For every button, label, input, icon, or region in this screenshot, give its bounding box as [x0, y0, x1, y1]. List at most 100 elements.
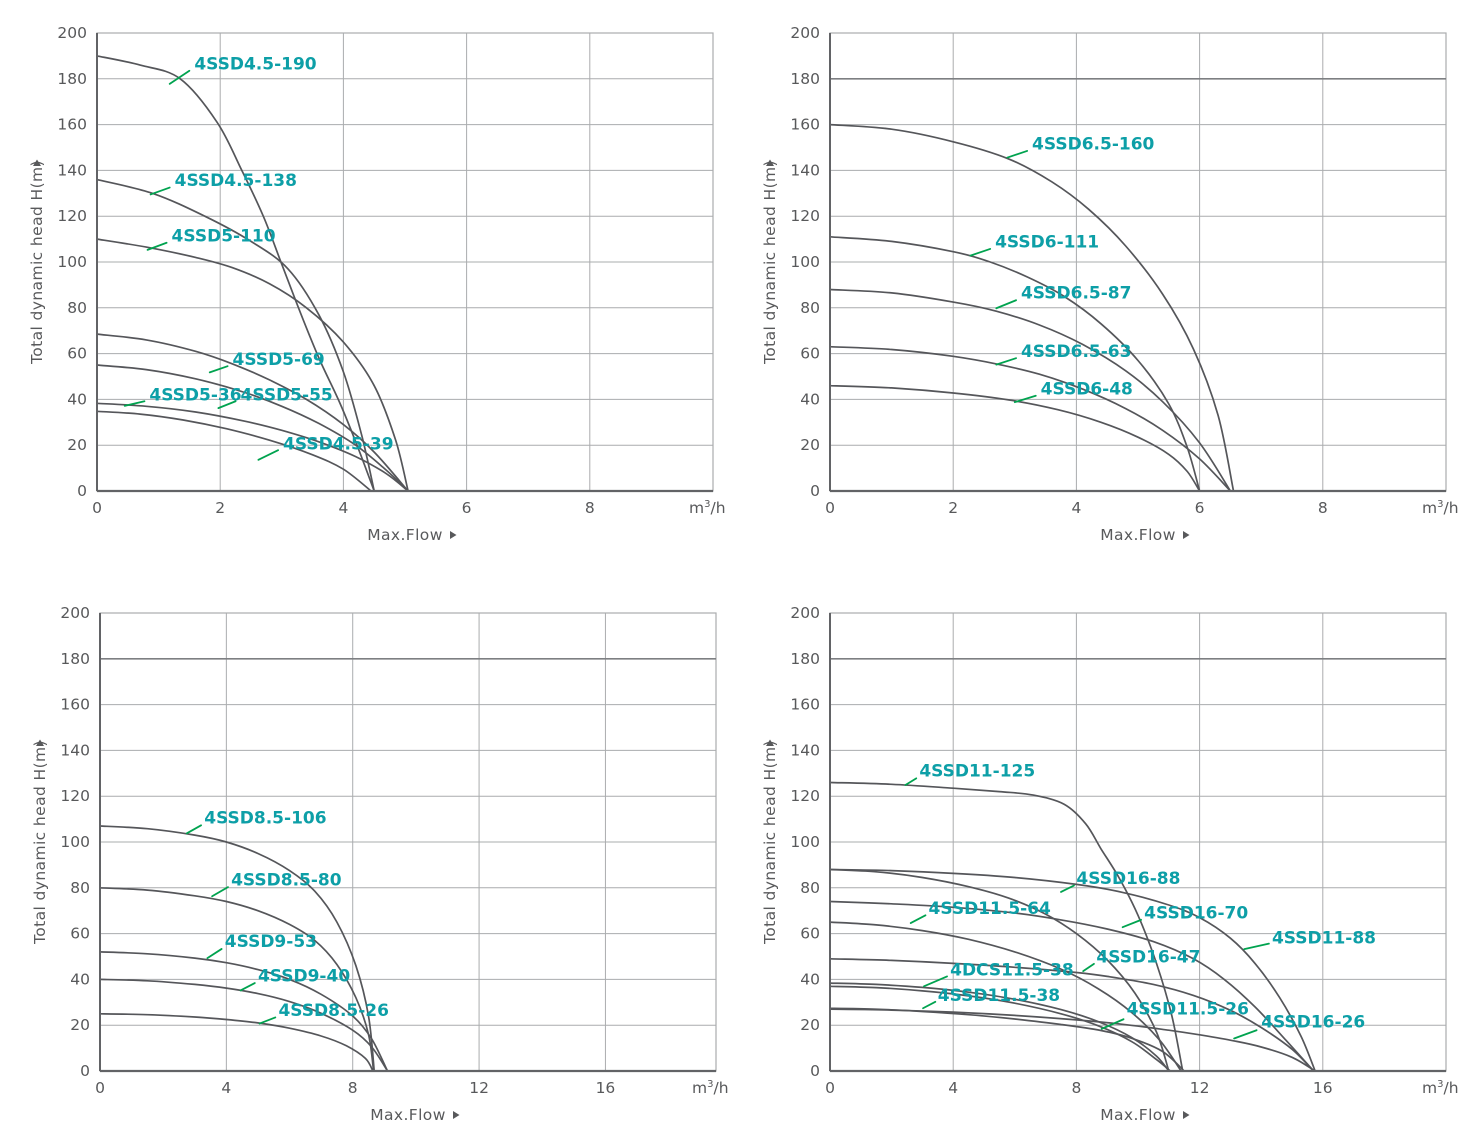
y-axis-title: Total dynamic head H(m) [28, 160, 46, 365]
pump-curves [829, 123, 1235, 492]
leader-4SSD6.5-87 [995, 299, 1017, 310]
y-tick-160: 160 [57, 116, 87, 134]
x-tick-4: 4 [1071, 499, 1081, 517]
y-tick-120: 120 [790, 787, 820, 805]
x-axis-unit: m3/h [1422, 499, 1459, 517]
x-tick-8: 8 [348, 1079, 358, 1097]
x-axis-arrow-icon [1183, 531, 1190, 539]
leader-4SSD9-53 [206, 948, 223, 960]
y-tick-100: 100 [57, 253, 87, 271]
leader-4SSD16-47 [1082, 962, 1095, 973]
curve-4SSD5-69 [96, 333, 409, 492]
y-tick-60: 60 [800, 925, 820, 943]
y-tick-40: 40 [800, 970, 820, 988]
y-tick-200: 200 [790, 24, 820, 42]
curve-labels: 4SSD11-125 4SSD16-88 4SSD11.5-64 4SSD16-70 4… [904, 762, 1376, 1040]
curve-4DCS11.5-38 [829, 982, 1170, 1072]
leader-4SSD6.5-63 [995, 357, 1017, 366]
curve-label-4SSD5-110: 4SSD5-110 [172, 226, 276, 246]
y-axis-title-group: Total dynamic head H(m) [761, 739, 779, 945]
curve-4SSD11-88 [829, 868, 1170, 1072]
leader-4SSD8.5-80 [211, 886, 229, 898]
x-tick-2: 2 [948, 499, 958, 517]
x-tick-8: 8 [585, 499, 595, 517]
curve-label-4SSD4.5-39: 4SSD4.5-39 [283, 435, 394, 455]
y-tick-200: 200 [790, 604, 820, 622]
curve-4SSD6-48 [829, 384, 1201, 492]
x-tick-8: 8 [1318, 499, 1328, 517]
gridlines [830, 613, 1446, 1071]
x-tick-0: 0 [92, 499, 102, 517]
y-tick-100: 100 [790, 253, 820, 271]
curve-4SSD5-36 [96, 402, 409, 492]
curve-label-4SSD4.5-190: 4SSD4.5-190 [194, 54, 316, 74]
curve-label-4SSD16-47: 4SSD16-47 [1096, 947, 1200, 967]
y-tick-120: 120 [57, 207, 87, 225]
y-tick-160: 160 [60, 696, 90, 714]
y-tick-160: 160 [790, 696, 820, 714]
y-axis-arrow-icon [766, 159, 774, 166]
leader-4SSD6-48 [1013, 394, 1037, 404]
chart-quadrant-4ssd11-16: 4SSD11-125 4SSD16-88 4SSD11.5-64 4SSD16-70 4… [740, 580, 1479, 1146]
y-axis-title: Total dynamic head H(m) [761, 740, 779, 945]
y-tick-140: 140 [790, 741, 820, 759]
y-tick-200: 200 [60, 604, 90, 622]
leader-4SSD8.5-106 [185, 824, 202, 835]
y-axis-title: Total dynamic head H(m) [761, 160, 779, 365]
y-tick-20: 20 [800, 436, 820, 454]
y-axis-arrow-icon [36, 739, 44, 746]
pump-curve-chart-2: 4SSD6.5-160 4SSD6-111 4SSD6.5-87 4SSD6.5-63… [761, 24, 1459, 544]
x-tick-12: 12 [1190, 1079, 1210, 1097]
y-tick-60: 60 [70, 925, 90, 943]
x-axis-arrow-icon [1183, 1111, 1190, 1119]
curve-4SSD6.5-63 [829, 345, 1232, 492]
curve-label-4SSD5-69: 4SSD5-69 [233, 350, 325, 370]
pump-curves [829, 781, 1316, 1072]
y-tick-140: 140 [57, 161, 87, 179]
x-tick-6: 6 [462, 499, 472, 517]
curve-label-4SSD6.5-87: 4SSD6.5-87 [1021, 283, 1132, 303]
leader-4SSD11.5-64 [909, 914, 927, 924]
pump-curves [99, 825, 389, 1072]
x-tick-16: 16 [1313, 1079, 1333, 1097]
y-axis-arrow-icon [766, 739, 774, 746]
curve-4SSD9-53 [99, 951, 389, 1072]
y-tick-60: 60 [800, 345, 820, 363]
y-tick-60: 60 [67, 345, 87, 363]
curve-label-4SSD6.5-63: 4SSD6.5-63 [1021, 342, 1132, 362]
leader-4SSD11.5-26 [1100, 1018, 1125, 1030]
curve-label-4SSD4.5-138: 4SSD4.5-138 [175, 171, 297, 191]
x-tick-4: 4 [338, 499, 348, 517]
curve-4SSD8.5-80 [99, 886, 375, 1072]
y-tick-180: 180 [60, 650, 90, 668]
leader-4SSD5-69 [208, 365, 229, 374]
curve-4SSD16-70 [829, 900, 1315, 1072]
x-tick-labels: 0 2 4 6 8 [825, 499, 1328, 517]
leader-4SSD8.5-26 [258, 1016, 277, 1025]
curve-4SSD5-110 [96, 238, 409, 492]
x-tick-12: 12 [469, 1079, 489, 1097]
leader-4SSD5-55 [217, 400, 237, 410]
x-tick-labels: 0 2 4 6 8 [92, 499, 595, 517]
x-tick-8: 8 [1071, 1079, 1081, 1097]
curve-label-4SSD11.5-26: 4SSD11.5-26 [1127, 1000, 1249, 1020]
y-axis-title-group: Total dynamic head H(m) [761, 159, 779, 365]
y-tick-180: 180 [790, 650, 820, 668]
curve-label-4SSD11.5-38: 4SSD11.5-38 [938, 986, 1060, 1006]
curve-4SSD11-125 [829, 781, 1184, 1072]
x-tick-labels: 0 4 8 12 16 [825, 1079, 1333, 1097]
x-tick-0: 0 [95, 1079, 105, 1097]
curve-label-4SSD9-40: 4SSD9-40 [258, 966, 350, 986]
y-axis-title-group: Total dynamic head H(m) [31, 739, 49, 945]
x-axis-unit: m3/h [689, 499, 726, 517]
x-tick-6: 6 [1195, 499, 1205, 517]
curve-labels: 4SSD8.5-106 4SSD8.5-80 4SSD9-53 4SSD9-40 4SS… [185, 808, 389, 1025]
chart-quadrant-4ssd8.5-9: 4SSD8.5-106 4SSD8.5-80 4SSD9-53 4SSD9-40 4SS… [0, 580, 739, 1146]
leader-4SSD4.5-39 [257, 449, 280, 461]
x-axis-title: Max.Flow [367, 526, 443, 544]
y-tick-200: 200 [57, 24, 87, 42]
y-tick-0: 0 [80, 1062, 90, 1080]
pump-curve-chart-3: 4SSD8.5-106 4SSD8.5-80 4SSD9-53 4SSD9-40 4SS… [31, 604, 729, 1124]
y-tick-160: 160 [790, 116, 820, 134]
y-tick-0: 0 [810, 482, 820, 500]
